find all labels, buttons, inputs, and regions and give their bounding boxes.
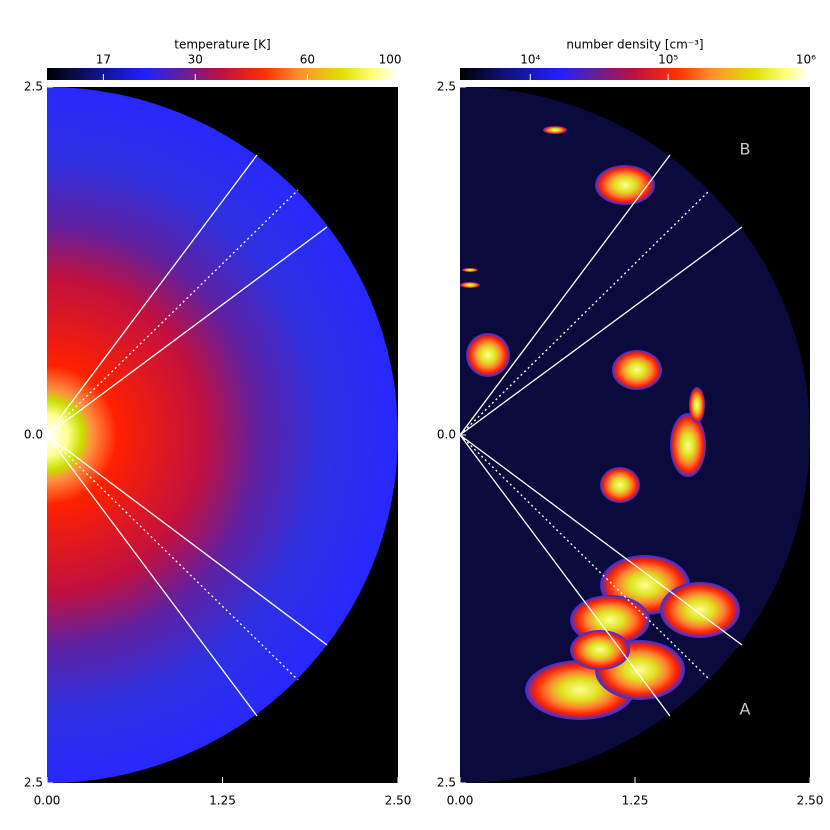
colorbar-tick-label: 17 <box>96 53 111 67</box>
y-tick-label: 2.5 <box>24 80 43 94</box>
clump <box>543 126 567 134</box>
panels <box>46 87 810 783</box>
colorbar-tick-label: 30 <box>188 53 203 67</box>
annotation: B <box>740 140 751 159</box>
x-tick-label: 2.50 <box>385 794 412 808</box>
colorbar-tick-label: 60 <box>300 53 315 67</box>
clump <box>600 467 640 503</box>
clump <box>670 413 706 477</box>
y-tick-label: 0.0 <box>24 428 43 442</box>
x-tick-label: 0.00 <box>447 794 474 808</box>
cone-lines <box>46 154 743 717</box>
clumps <box>460 126 740 720</box>
clump <box>595 165 655 205</box>
annotation: A <box>740 700 751 719</box>
colorbar-tick-label: 100 <box>379 53 402 67</box>
colorbar-tick-label: 10⁴ <box>520 53 540 67</box>
x-tick-label: 1.25 <box>209 794 236 808</box>
colorbar-tick-label: 10⁵ <box>658 53 678 67</box>
x-tick-label: 2.50 <box>797 794 824 808</box>
clump <box>612 350 662 390</box>
temperature-map <box>47 87 398 783</box>
x-tick-label: 0.00 <box>34 794 61 808</box>
clump <box>460 282 480 288</box>
y-tick-label: 2.5 <box>24 776 43 790</box>
clump <box>660 582 740 638</box>
y-tick-label: 0.0 <box>437 428 456 442</box>
x-tick-label: 1.25 <box>622 794 649 808</box>
y-tick-label: 2.5 <box>437 776 456 790</box>
colorbar-tick-label: 10⁶ <box>796 53 816 67</box>
clump <box>466 333 510 377</box>
colorbar <box>47 68 398 80</box>
clump <box>570 630 630 670</box>
colorbar-title: temperature [K] <box>174 38 270 52</box>
colorbar-title: number density [cm⁻³] <box>566 38 703 52</box>
clump <box>462 268 478 272</box>
colorbar <box>460 68 810 80</box>
clump <box>689 387 705 423</box>
y-tick-label: 2.5 <box>437 80 456 94</box>
